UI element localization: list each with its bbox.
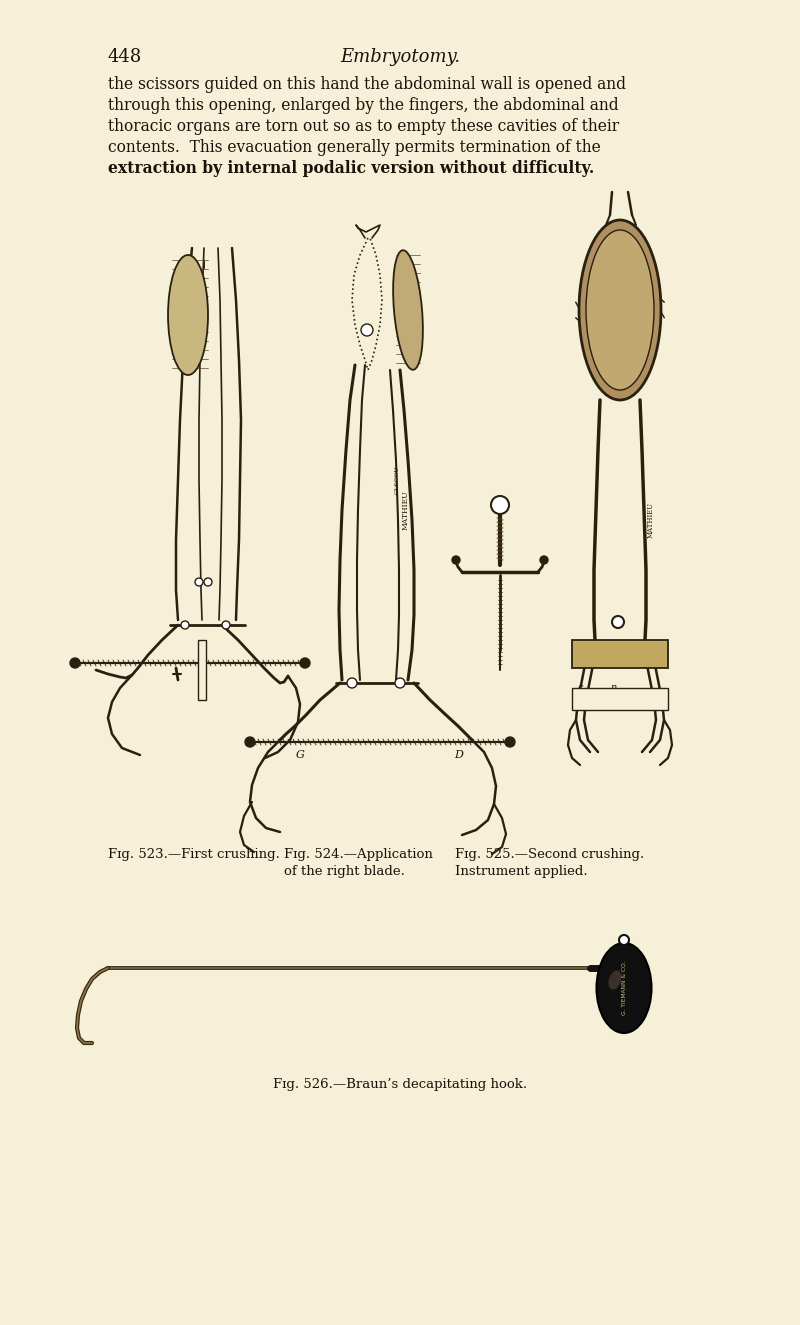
Text: the scissors guided on this hand the abdominal wall is opened and: the scissors guided on this hand the abd… — [108, 76, 626, 93]
Text: extraction by internal podalic version without difficulty.: extraction by internal podalic version w… — [108, 160, 594, 178]
Text: MATHIEU: MATHIEU — [402, 490, 410, 530]
Text: GLSCOU: GLSCOU — [394, 465, 399, 494]
Text: n: n — [610, 682, 616, 692]
Text: contents.  This evacuation generally permits termination of the: contents. This evacuation generally perm… — [108, 139, 601, 156]
Text: c: c — [578, 682, 583, 692]
Text: through this opening, enlarged by the fingers, the abdominal and: through this opening, enlarged by the fi… — [108, 97, 618, 114]
Bar — [572, 688, 668, 710]
Circle shape — [491, 496, 509, 514]
Circle shape — [195, 578, 203, 586]
Text: Fɪg. 526.—Braun’s decapitating hook.: Fɪg. 526.—Braun’s decapitating hook. — [273, 1079, 527, 1090]
Text: G: G — [296, 750, 305, 761]
Circle shape — [540, 556, 548, 564]
Ellipse shape — [597, 943, 651, 1034]
Circle shape — [204, 578, 212, 586]
Circle shape — [395, 678, 405, 688]
Text: Instrument applied.: Instrument applied. — [455, 865, 588, 878]
Text: Fɪg. 524.—Application: Fɪg. 524.—Application — [284, 848, 433, 861]
Circle shape — [452, 556, 460, 564]
Circle shape — [70, 659, 80, 668]
Ellipse shape — [168, 254, 208, 375]
Circle shape — [361, 325, 373, 337]
Text: MATHIEU: MATHIEU — [647, 502, 655, 538]
Circle shape — [619, 935, 629, 945]
Text: thoracic organs are torn out so as to empty these cavities of their: thoracic organs are torn out so as to em… — [108, 118, 619, 135]
Text: Fɪg. 523.—First crushing.: Fɪg. 523.—First crushing. — [108, 848, 280, 861]
Text: D: D — [454, 750, 463, 761]
Circle shape — [222, 621, 230, 629]
Circle shape — [300, 659, 310, 668]
Circle shape — [245, 737, 255, 747]
Ellipse shape — [609, 970, 622, 990]
Ellipse shape — [393, 250, 423, 370]
Text: G. TIEMANN & CO.: G. TIEMANN & CO. — [622, 961, 627, 1015]
Circle shape — [347, 678, 357, 688]
Circle shape — [505, 737, 515, 747]
Circle shape — [612, 616, 624, 628]
Text: of the right blade.: of the right blade. — [284, 865, 405, 878]
Text: Fɪg. 525.—Second crushing.: Fɪg. 525.—Second crushing. — [455, 848, 644, 861]
Ellipse shape — [579, 220, 661, 400]
Ellipse shape — [586, 231, 654, 390]
Bar — [198, 640, 206, 700]
Text: Embryotomy.: Embryotomy. — [340, 48, 460, 66]
Bar — [572, 640, 668, 668]
Circle shape — [181, 621, 189, 629]
Text: 448: 448 — [108, 48, 142, 66]
